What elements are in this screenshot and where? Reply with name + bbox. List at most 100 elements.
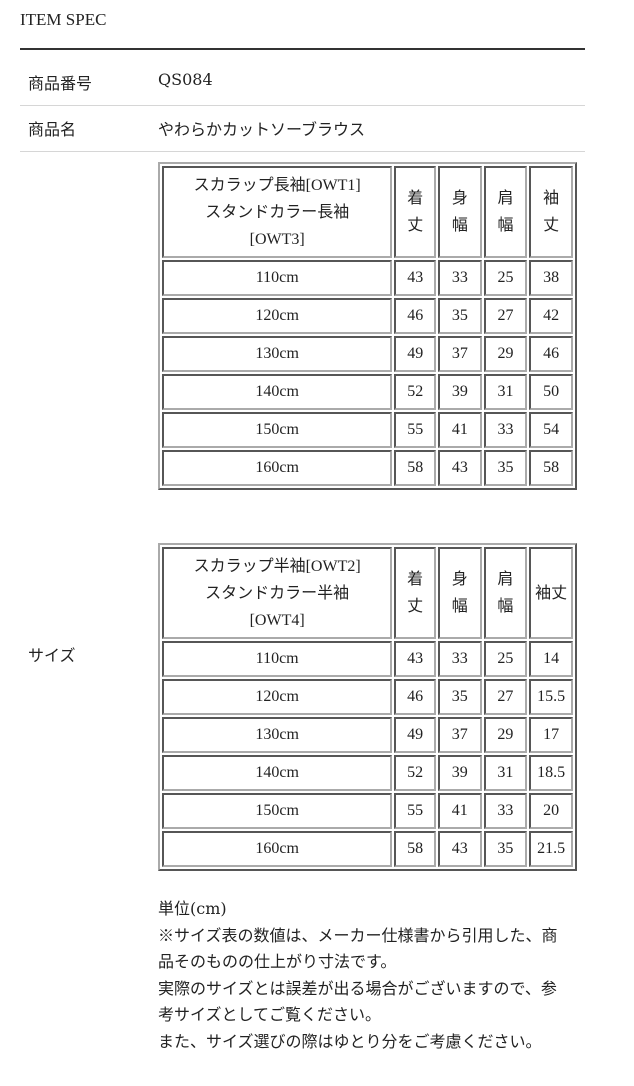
- note-line: 実際のサイズとは誤差が出る場合がございますので、参考サイズとしてご覧ください。: [158, 978, 557, 1025]
- measurement-cell: 49: [394, 336, 437, 372]
- section-title: ITEM SPEC: [20, 10, 107, 29]
- table-row: 140cm 52 39 31 50: [162, 374, 573, 410]
- table-header-cell: 着 丈: [394, 166, 437, 258]
- size-table-long-sleeve: スカラップ長袖[OWT1] スタンドカラー長袖 [OWT3] 着 丈身 幅肩 幅袖…: [158, 162, 577, 490]
- measurement-cell: 35: [483, 831, 528, 867]
- spec-row-item-name: 商品名 やわらかカットソーブラウス: [20, 106, 585, 152]
- table-header-cell: 身 幅: [438, 166, 482, 258]
- measurement-cell: 38: [529, 260, 573, 296]
- measurement-cell: 46: [394, 298, 437, 334]
- spec-value: QS084: [158, 70, 213, 89]
- measurement-cell: 25: [483, 260, 528, 296]
- measurement-cell: 21.5: [529, 831, 573, 867]
- measurement-cell: 17: [529, 717, 573, 753]
- measurement-cell: 14: [529, 641, 573, 677]
- measurement-cell: 52: [394, 374, 437, 410]
- measurement-cell: 33: [437, 641, 482, 677]
- measurement-cell: 33: [483, 412, 528, 448]
- title-divider: [20, 48, 585, 50]
- size-cell: 120cm: [162, 679, 393, 715]
- measurement-cell: 46: [394, 679, 436, 715]
- measurement-cell: 35: [438, 298, 482, 334]
- measurement-cell: 33: [438, 260, 482, 296]
- measurement-cell: 20: [529, 793, 573, 829]
- table-header-cell: スカラップ半袖[OWT2] スタンドカラー半袖 [OWT4]: [162, 547, 393, 639]
- measurement-cell: 43: [394, 260, 437, 296]
- table-row: 120cm 46 35 27 42: [162, 298, 573, 334]
- table-row: 160cm 58 43 35 21.5: [162, 831, 573, 867]
- size-cell: 120cm: [162, 298, 393, 334]
- measurement-cell: 35: [483, 450, 528, 486]
- measurement-cell: 29: [483, 336, 528, 372]
- note-line: ※サイズ表の数値は、メーカー仕様書から引用した、商品そのものの仕上がり寸法です。: [158, 925, 558, 972]
- table-row: 140cm 52 39 31 18.5: [162, 755, 573, 791]
- measurement-cell: 52: [394, 755, 436, 791]
- note-line: また、サイズ選びの際はゆとり分をご考慮ください。: [158, 1031, 542, 1051]
- measurement-cell: 29: [483, 717, 528, 753]
- size-cell: 150cm: [162, 793, 393, 829]
- measurement-cell: 35: [437, 679, 482, 715]
- table-header-row: スカラップ長袖[OWT1] スタンドカラー長袖 [OWT3] 着 丈身 幅肩 幅袖…: [162, 166, 573, 258]
- size-table-short-sleeve: スカラップ半袖[OWT2] スタンドカラー半袖 [OWT4] 着 丈身 幅肩 幅袖…: [158, 543, 577, 871]
- table-header-cell: スカラップ長袖[OWT1] スタンドカラー長袖 [OWT3]: [162, 166, 393, 258]
- measurement-cell: 37: [438, 336, 482, 372]
- size-notes: 単位(cm) ※サイズ表の数値は、メーカー仕様書から引用した、商品そのものの仕上…: [158, 896, 568, 1055]
- table-row: 120cm 46 35 27 15.5: [162, 679, 573, 715]
- table-row: 130cm 49 37 29 17: [162, 717, 573, 753]
- note-unit: 単位(cm): [158, 899, 227, 918]
- measurement-cell: 42: [529, 298, 573, 334]
- measurement-cell: 25: [483, 641, 528, 677]
- size-cell: 110cm: [162, 260, 393, 296]
- table-row: 160cm 58 43 35 58: [162, 450, 573, 486]
- table-row: 150cm 55 41 33 20: [162, 793, 573, 829]
- measurement-cell: 15.5: [529, 679, 573, 715]
- measurement-cell: 50: [529, 374, 573, 410]
- measurement-cell: 55: [394, 412, 437, 448]
- measurement-cell: 31: [483, 755, 528, 791]
- measurement-cell: 46: [529, 336, 573, 372]
- size-label: サイズ: [28, 646, 76, 665]
- measurement-cell: 18.5: [529, 755, 573, 791]
- table-header-cell: 袖 丈: [529, 166, 573, 258]
- measurement-cell: 33: [483, 793, 528, 829]
- table-header-cell: 袖丈: [529, 547, 573, 639]
- measurement-cell: 27: [483, 298, 528, 334]
- size-cell: 130cm: [162, 336, 393, 372]
- size-cell: 130cm: [162, 717, 393, 753]
- measurement-cell: 49: [394, 717, 436, 753]
- measurement-cell: 58: [529, 450, 573, 486]
- measurement-cell: 39: [437, 755, 482, 791]
- spec-label: 商品名: [28, 120, 77, 139]
- size-cell: 160cm: [162, 831, 393, 867]
- table-row: 130cm 49 37 29 46: [162, 336, 573, 372]
- measurement-cell: 41: [438, 412, 482, 448]
- table-row: 110cm 43 33 25 38: [162, 260, 573, 296]
- measurement-cell: 55: [394, 793, 436, 829]
- table-header-row: スカラップ半袖[OWT2] スタンドカラー半袖 [OWT4] 着 丈身 幅肩 幅袖…: [162, 547, 573, 639]
- size-cell: 150cm: [162, 412, 393, 448]
- measurement-cell: 27: [483, 679, 528, 715]
- size-cell: 160cm: [162, 450, 393, 486]
- table-row: 110cm 43 33 25 14: [162, 641, 573, 677]
- measurement-cell: 43: [438, 450, 482, 486]
- table-row: 150cm 55 41 33 54: [162, 412, 573, 448]
- measurement-cell: 41: [437, 793, 482, 829]
- size-cell: 110cm: [162, 641, 393, 677]
- measurement-cell: 31: [483, 374, 528, 410]
- spec-row-item-number: 商品番号 QS084: [20, 60, 585, 106]
- measurement-cell: 39: [438, 374, 482, 410]
- measurement-cell: 43: [394, 641, 436, 677]
- spec-value: やわらかカットソーブラウス: [158, 120, 366, 139]
- table-header-cell: 身 幅: [437, 547, 482, 639]
- spec-label: 商品番号: [28, 74, 93, 93]
- measurement-cell: 58: [394, 450, 437, 486]
- measurement-cell: 58: [394, 831, 436, 867]
- size-cell: 140cm: [162, 374, 393, 410]
- table-header-cell: 肩 幅: [483, 547, 528, 639]
- table-header-cell: 肩 幅: [483, 166, 528, 258]
- table-header-cell: 着 丈: [394, 547, 436, 639]
- size-cell: 140cm: [162, 755, 393, 791]
- measurement-cell: 43: [437, 831, 482, 867]
- measurement-cell: 37: [437, 717, 482, 753]
- measurement-cell: 54: [529, 412, 573, 448]
